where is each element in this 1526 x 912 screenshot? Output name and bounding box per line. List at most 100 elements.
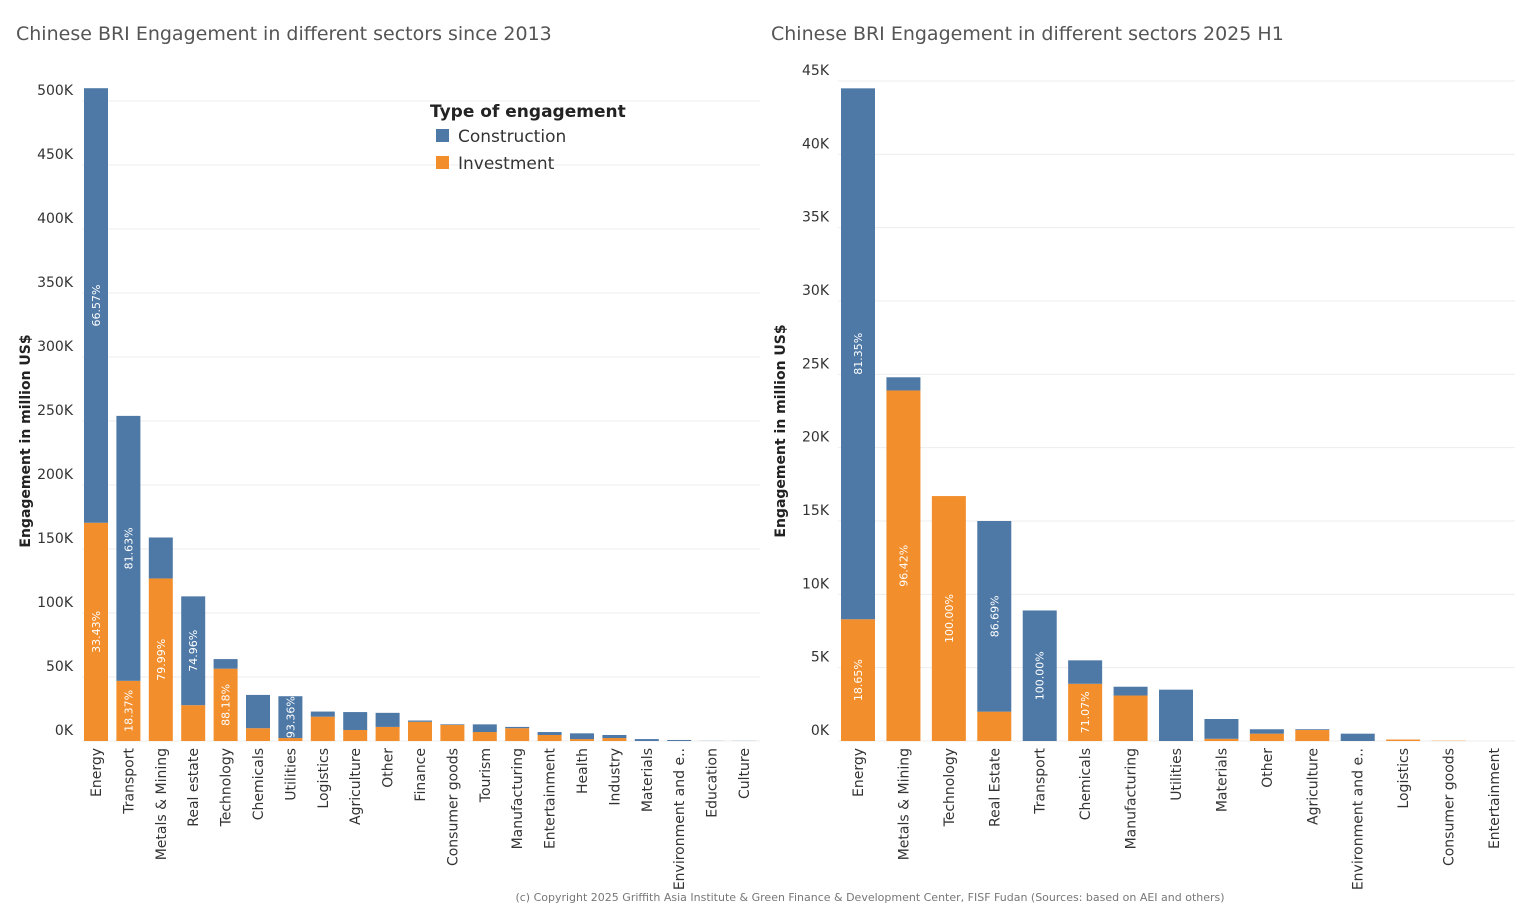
bar-construction <box>343 712 368 730</box>
legend-swatch-investment <box>436 156 449 169</box>
y-tick-label: 25K <box>802 356 830 372</box>
x-tick-label: Logistics <box>316 748 332 809</box>
bar-construction <box>1159 689 1194 741</box>
x-tick-label: Technology <box>942 748 958 827</box>
bar-construction <box>602 734 627 739</box>
bar-investment <box>1204 738 1239 741</box>
left-chart: 0K 50K 100K 150K 200K 250K 300K 350K 400K 450K 500… <box>18 83 760 890</box>
x-tick-label: Real Estate <box>987 748 1003 827</box>
y-tick-label: 300K <box>37 339 74 355</box>
bar-investment <box>472 732 497 741</box>
bar-investment <box>375 726 400 741</box>
data-label-investment: 18.65% <box>852 659 865 701</box>
y-axis-title: Engagement in million US$ <box>18 334 34 547</box>
bar-investment <box>343 729 368 741</box>
data-label-investment: 96.42% <box>897 545 910 587</box>
bar-investment <box>570 739 594 741</box>
bar-construction <box>1068 660 1103 684</box>
data-label-construction: 66.57% <box>90 285 103 327</box>
data-label-investment: 33.43% <box>90 611 103 653</box>
y-tick-label: 200K <box>37 467 74 483</box>
y-tick-label: 40K <box>802 136 830 152</box>
bar-investment <box>116 680 141 741</box>
bar-investment <box>841 619 875 741</box>
bar-construction <box>1295 729 1330 730</box>
bar-construction <box>841 88 875 620</box>
x-tick-label: Industry <box>607 748 623 806</box>
x-tick-label: Technology <box>219 748 235 827</box>
bar-construction <box>1022 610 1057 741</box>
x-tick-label: Entertainment <box>1487 747 1503 849</box>
y-tick-label: 350K <box>37 275 74 291</box>
left-chart-title: Chinese BRI Engagement in different sect… <box>16 23 552 45</box>
bar-construction <box>310 711 335 717</box>
data-label-investment: 88.18% <box>220 684 233 726</box>
x-tick-label: Chemicals <box>1078 748 1094 820</box>
legend-swatch-construction <box>436 129 449 142</box>
bar-investment <box>537 734 562 741</box>
x-tick-label: Tourism <box>478 748 494 803</box>
bar-investment <box>1113 695 1148 741</box>
y-tick-label: 35K <box>802 210 830 226</box>
bar-construction <box>537 732 562 735</box>
x-tick-label: Other <box>1260 748 1276 788</box>
bar-construction <box>886 377 921 391</box>
x-tick-label: Materials <box>1214 748 1230 812</box>
y-tick-label: 30K <box>802 283 830 299</box>
data-label-construction: 81.63% <box>122 527 135 569</box>
x-tick-label: Utilities <box>1169 748 1185 801</box>
y-tick-label: 0K <box>55 723 74 739</box>
bar-investment <box>1386 739 1421 741</box>
data-label-construction: 100.00% <box>1034 651 1047 700</box>
x-tick-label: Environment and e.. <box>672 748 688 890</box>
bar-construction <box>634 739 659 741</box>
y-tick-label: 100K <box>37 595 74 611</box>
data-label-construction: 86.69% <box>988 595 1001 637</box>
y-tick-label: 15K <box>802 503 830 519</box>
x-tick-label: Agriculture <box>348 748 364 825</box>
bar-investment <box>886 390 921 741</box>
x-tick-label: Metals & Mining <box>896 748 912 860</box>
bar-investment <box>84 522 108 741</box>
x-tick-label: Utilities <box>283 748 299 801</box>
bar-investment <box>1295 730 1330 741</box>
bar-construction <box>1113 686 1148 696</box>
bar-construction <box>84 88 108 523</box>
y-tick-label: 150K <box>37 531 74 547</box>
x-tick-label: Education <box>705 748 721 818</box>
legend-label-investment: Investment <box>458 154 555 174</box>
bar-construction <box>1204 719 1239 739</box>
x-tick-label: Transport <box>1033 747 1049 814</box>
bar-investment <box>931 496 966 741</box>
y-tick-label: 450K <box>37 147 74 163</box>
y-tick-label: 45K <box>802 63 830 79</box>
bar-construction <box>278 696 303 739</box>
y-tick-label: 500K <box>37 83 74 99</box>
bar-investment <box>310 716 335 741</box>
bar-construction <box>1249 729 1284 734</box>
x-tick-label: Chemicals <box>251 748 267 820</box>
bar-investment <box>213 668 238 741</box>
x-tick-label: Metals & Mining <box>154 748 170 860</box>
y-tick-label: 50K <box>46 659 74 675</box>
x-tick-label: Consumer goods <box>445 748 461 866</box>
bar-investment <box>246 728 270 741</box>
x-tick-label: Materials <box>640 748 656 812</box>
data-label-investment: 18.37% <box>122 690 135 732</box>
legend-label-construction: Construction <box>458 127 566 147</box>
bar-construction <box>181 596 206 706</box>
data-label-investment: 71.07% <box>1079 691 1092 733</box>
legend: Type of engagement Construction Investme… <box>430 102 626 174</box>
x-tick-label: Manufacturing <box>1124 748 1140 849</box>
copyright-footer: (c) Copyright 2025 Griffith Asia Institu… <box>515 891 1224 904</box>
x-tick-label: Other <box>381 748 397 788</box>
x-tick-label: Energy <box>89 748 105 797</box>
data-label-construction: 93.36% <box>284 696 297 738</box>
bar-investment <box>505 728 530 741</box>
bar-construction <box>213 659 238 669</box>
bar-construction <box>148 537 173 579</box>
x-tick-label: Agriculture <box>1305 748 1321 825</box>
x-tick-label: Entertainment <box>543 747 559 849</box>
x-tick-label: Health <box>575 748 591 794</box>
y-tick-label: 10K <box>802 576 830 592</box>
